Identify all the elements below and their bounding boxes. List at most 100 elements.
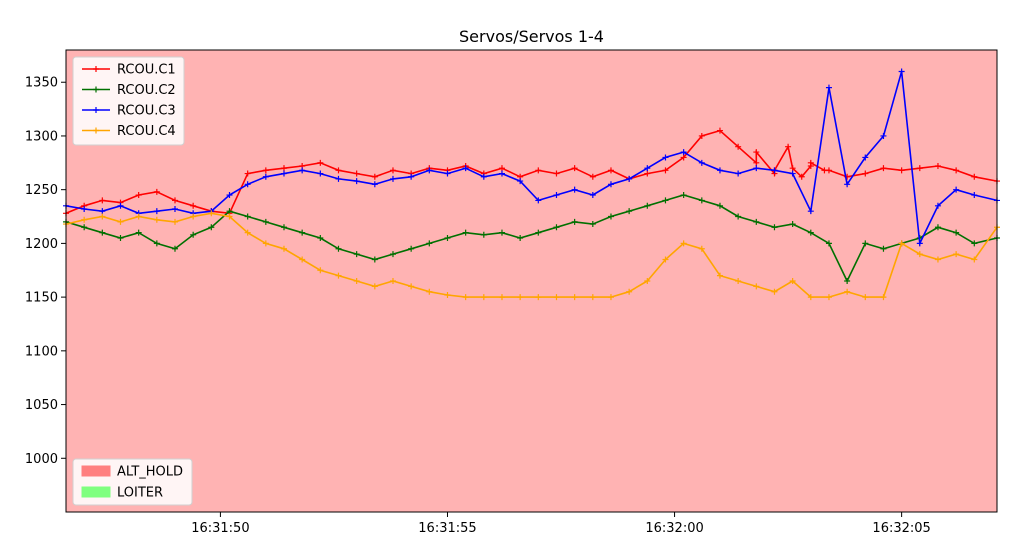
data-point: [553, 170, 560, 177]
data-point: [698, 132, 705, 139]
data-point: [280, 224, 287, 231]
mode-swatch: [81, 465, 111, 477]
data-point: [408, 283, 415, 290]
data-point: [644, 170, 651, 177]
y-tick-label: 1100: [25, 344, 58, 359]
data-point: [735, 213, 742, 220]
legend-label: RCOU.C2: [117, 83, 176, 98]
plot-frame: [65, 49, 998, 513]
data-point: [244, 213, 251, 220]
data-point: [971, 192, 978, 199]
data-point: [898, 240, 905, 247]
data-point: [226, 208, 233, 215]
data-point: [607, 294, 614, 301]
data-point: [589, 192, 596, 199]
data-point: [498, 165, 505, 172]
series-rcou-c4: [63, 210, 1000, 301]
data-point: [280, 170, 287, 177]
legend-marker: [93, 86, 99, 93]
chart-title: Servos/Servos 1-4: [459, 27, 604, 46]
data-point: [99, 229, 106, 236]
data-point: [644, 202, 651, 209]
data-point: [498, 170, 505, 177]
x-tick-label: 16:31:55: [418, 521, 476, 536]
data-point: [389, 251, 396, 258]
y-tick-label: 1200: [25, 237, 58, 252]
data-point: [626, 208, 633, 215]
data-point: [716, 202, 723, 209]
data-point: [244, 170, 251, 177]
data-point: [244, 181, 251, 188]
data-point: [589, 294, 596, 301]
data-point: [771, 224, 778, 231]
data-point: [571, 186, 578, 193]
data-point: [498, 229, 505, 236]
data-point: [589, 173, 596, 180]
data-point: [553, 224, 560, 231]
data-point: [698, 159, 705, 166]
data-point: [880, 294, 887, 301]
data-point: [916, 251, 923, 258]
data-point: [444, 170, 451, 177]
data-point: [190, 213, 197, 220]
data-point: [971, 256, 978, 263]
data-point: [371, 173, 378, 180]
data-point: [462, 229, 469, 236]
data-point: [171, 218, 178, 225]
data-point: [825, 167, 832, 174]
data-point: [680, 240, 687, 247]
data-point: [208, 210, 215, 217]
mode-legend: ALT_HOLD LOITER: [72, 458, 193, 506]
data-point: [317, 235, 324, 242]
data-point: [753, 165, 760, 172]
data-point: [262, 240, 269, 247]
data-point: [607, 213, 614, 220]
data-point: [807, 159, 814, 166]
data-point: [753, 149, 760, 156]
data-point: [226, 192, 233, 199]
data-point: [353, 170, 360, 177]
legend-box: [72, 56, 185, 146]
data-point: [716, 167, 723, 174]
data-point: [371, 181, 378, 188]
data-point: [862, 294, 869, 301]
data-point: [626, 288, 633, 295]
data-point: [135, 229, 142, 236]
y-tick-label: 1350: [25, 76, 58, 91]
data-point: [844, 288, 851, 295]
data-point: [81, 206, 88, 213]
data-point: [371, 283, 378, 290]
y-tick-label: 1250: [25, 183, 58, 198]
data-point: [244, 229, 251, 236]
data-point: [280, 245, 287, 252]
data-point: [153, 208, 160, 215]
data-point: [389, 167, 396, 174]
data-point: [353, 251, 360, 258]
x-axis: 16:31:50 16:31:55 16:32:00 16:32:05: [191, 512, 931, 536]
data-point: [208, 224, 215, 231]
legend-marker: [93, 127, 99, 134]
data-point: [934, 224, 941, 231]
data-point: [517, 178, 524, 185]
x-tick-label: 16:32:00: [645, 521, 703, 536]
mode-label: LOITER: [117, 486, 163, 501]
data-point: [317, 267, 324, 274]
data-point: [880, 132, 887, 139]
data-point: [517, 235, 524, 242]
data-point: [916, 165, 923, 172]
data-point: [825, 84, 832, 91]
data-point: [753, 283, 760, 290]
data-point: [662, 256, 669, 263]
y-axis: 1000 1050 1100 1150 1200 1250 1300 1350: [25, 76, 66, 467]
y-tick-label: 1150: [25, 291, 58, 306]
data-point: [953, 167, 960, 174]
data-point: [735, 143, 742, 150]
data-point: [626, 175, 633, 182]
data-point: [226, 213, 233, 220]
data-point: [571, 294, 578, 301]
data-point: [535, 294, 542, 301]
data-point: [662, 167, 669, 174]
data-point: [825, 294, 832, 301]
data-point: [299, 256, 306, 263]
